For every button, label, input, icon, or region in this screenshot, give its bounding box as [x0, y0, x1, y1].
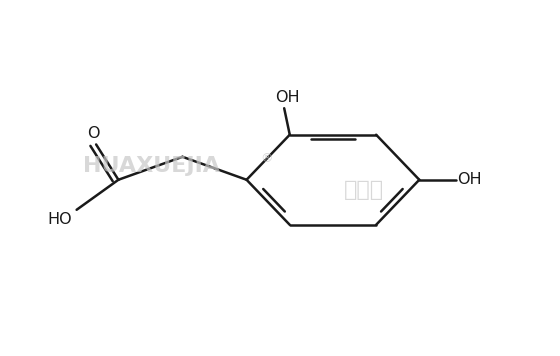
Text: 化学加: 化学加 — [343, 180, 384, 200]
Text: O: O — [87, 126, 100, 141]
Text: HO: HO — [48, 212, 72, 227]
Text: OH: OH — [274, 90, 299, 105]
Text: ®: ® — [260, 152, 272, 165]
Text: OH: OH — [457, 172, 482, 187]
Text: HUAXUEJIA: HUAXUEJIA — [83, 156, 220, 176]
